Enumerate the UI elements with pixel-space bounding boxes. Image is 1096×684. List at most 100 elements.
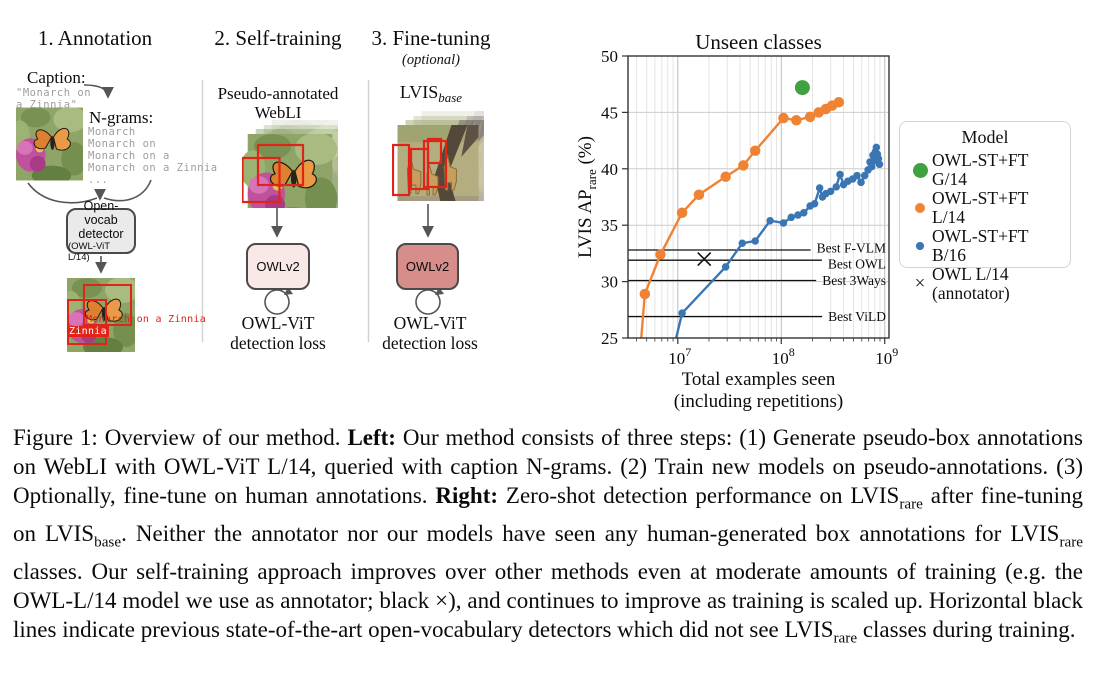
detector-box-label: Open-vocab detector: [78, 199, 124, 241]
data-point: [693, 189, 705, 200]
data-point: [639, 288, 651, 300]
figure-caption: Figure 1: Overview of our method. Left: …: [13, 423, 1083, 653]
caption-segment: Left:: [347, 425, 396, 450]
prediction-label-monarch: Monarch on a Zinnia: [86, 314, 207, 325]
data-point: [791, 115, 802, 126]
chart-legend: Model OWL-ST+FT G/14 OWL-ST+FT L/14 OWL-ST+…: [899, 121, 1071, 303]
owlv2-label: OWLv2: [256, 258, 300, 274]
caption-segment: . Neither the annotator nor our models h…: [121, 521, 1060, 547]
data-point: [800, 209, 808, 217]
legend-x-marker: ×: [914, 273, 926, 294]
legend-row: OWL-ST+FT L/14: [908, 189, 1062, 227]
y-tick-label: 40: [601, 160, 618, 179]
baseline-label: Best F-VLM: [817, 241, 886, 256]
legend-row: OWL-ST+FT B/16: [908, 227, 1062, 265]
pseudo-boxes: [242, 143, 305, 204]
webli-label: Pseudo-annotated WebLI: [217, 84, 339, 122]
self-loop-mid: [264, 289, 290, 315]
data-point: [794, 211, 802, 219]
caption-segment: Zero-shot detection performance on LVIS: [498, 483, 900, 509]
data-point: [779, 219, 788, 227]
ngrams-label: N-grams:: [89, 108, 154, 127]
loop-arrowheads: [284, 287, 444, 295]
detector-box-sublabel: (OWL-ViT L/14): [68, 241, 110, 263]
flow-arrows: [27, 84, 441, 315]
data-point: [794, 80, 810, 96]
data-point: [738, 239, 747, 247]
y-tick-label: 30: [601, 273, 618, 292]
prediction-label-zinnia: Zinnia: [67, 326, 109, 337]
y-axis-label: LVIS APrare (%): [575, 136, 599, 258]
legend-label: OWL-ST+FT L/14: [932, 188, 1029, 227]
output-image-butterfly: [67, 278, 135, 352]
series-group: [635, 80, 884, 361]
caption-segment: Our method consists of three steps: (1) …: [13, 425, 1083, 509]
owlv2-box-finetune: OWLv2: [396, 243, 459, 290]
annotator-x-marker: [697, 251, 712, 267]
caption-to-ngrams-arrow: [83, 84, 114, 99]
data-point: [738, 160, 749, 171]
legend-dot-marker: [908, 202, 932, 214]
caption-segment: rare: [899, 496, 923, 513]
chart-title: Unseen classes: [695, 30, 822, 54]
gt-boxes: [392, 137, 448, 197]
step3-title: 3. Fine-tuning: [371, 26, 491, 50]
data-point: [721, 263, 730, 271]
data-point: [875, 160, 884, 169]
legend-dot-marker: [908, 242, 932, 250]
data-point: [826, 187, 835, 196]
diagram-connectors: [27, 80, 444, 342]
baseline-label: Best 3Ways: [822, 273, 886, 288]
caption-segment: after fine-tuning on LVIS: [13, 483, 1083, 547]
data-point: [832, 183, 840, 191]
data-point: [868, 162, 876, 171]
data-point: [860, 171, 869, 180]
image-to-detector-curve: [27, 182, 98, 204]
legend-title: Model: [961, 127, 1009, 147]
data-point: [676, 207, 688, 219]
data-point: [678, 309, 686, 317]
caption-label: Caption:: [27, 68, 86, 87]
data-point: [635, 350, 646, 361]
data-point: [804, 111, 816, 123]
section-dividers: [201, 80, 370, 342]
x-tick-label: 109: [875, 345, 898, 368]
lvis-image-stack: [392, 109, 484, 201]
caption-segment: classes. Our self-training approach impr…: [13, 559, 1083, 643]
lvis-base-main: LVIS: [399, 82, 439, 102]
baseline-label: Best ViLD: [828, 309, 886, 324]
legend-row: OWL-ST+FT G/14: [908, 151, 1062, 189]
data-point: [720, 171, 731, 182]
baseline-label: Best OWL: [828, 257, 886, 272]
input-image-butterfly: [16, 107, 83, 181]
predicted-boxes: [67, 284, 132, 345]
lvis-base-label: LVISbase: [356, 82, 506, 106]
caption-segment: classes during training.: [857, 617, 1076, 643]
caption-segment: rare: [1059, 533, 1084, 551]
y-tick-label: 35: [601, 216, 618, 235]
x-tick-label: 107: [668, 345, 691, 368]
webli-image-stack: [242, 116, 338, 208]
data-point: [655, 249, 666, 260]
owlv2-box-selftrain: OWLv2: [246, 243, 310, 290]
self-loop-right: [415, 289, 441, 315]
step1-title: 1. Annotation: [37, 26, 153, 50]
owlv2-label-ft: OWLv2: [405, 258, 450, 274]
legend-label: OWL-ST+FT B/16: [932, 226, 1029, 265]
loss-label-finetune: OWL-ViT detection loss: [382, 313, 478, 353]
x-tick-label: 108: [772, 345, 795, 368]
legend-dot-marker: [908, 162, 932, 178]
plot-frame: [627, 55, 890, 339]
caption-segment: rare: [833, 630, 858, 647]
y-tick-label: 50: [601, 47, 618, 66]
data-point: [749, 145, 761, 157]
data-point: [751, 237, 759, 245]
ngrams-list: Monarch Monarch on Monarch on a Monarch …: [88, 126, 218, 186]
loss-label-selftrain: OWL-ViT detection loss: [230, 313, 326, 353]
data-point: [815, 184, 824, 192]
step2-title: 2. Self-training: [214, 26, 342, 50]
data-point: [874, 154, 883, 163]
data-point: [853, 171, 861, 180]
